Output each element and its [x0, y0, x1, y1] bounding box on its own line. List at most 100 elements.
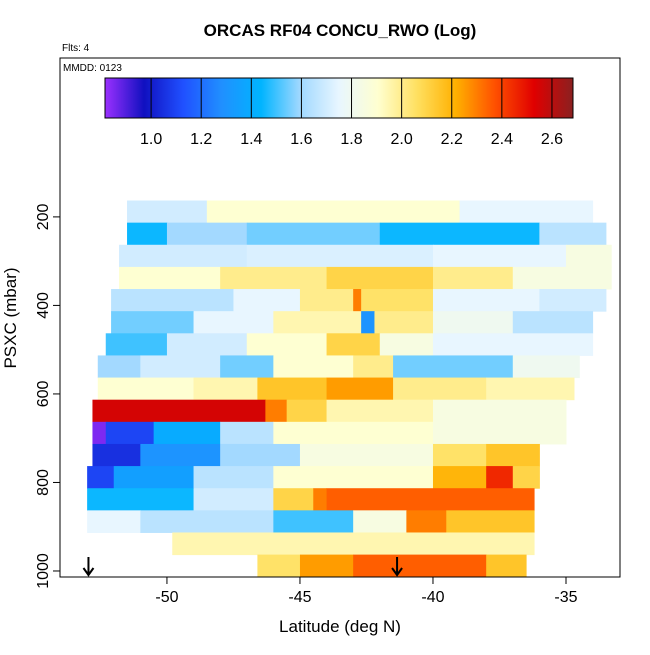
heat-cell: [326, 488, 535, 511]
heat-cell: [406, 510, 447, 533]
plot-frame: [59, 57, 621, 578]
heat-cell: [565, 244, 612, 268]
x-tick-label: -45: [288, 589, 311, 606]
heat-cell: [432, 399, 567, 423]
heat-cell: [220, 443, 301, 467]
heat-cell: [220, 355, 274, 379]
heat-cell: [299, 289, 354, 312]
heat-cell: [273, 488, 314, 511]
heat-cell: [87, 466, 115, 489]
heat-cell: [393, 355, 514, 379]
heat-cell: [432, 244, 567, 268]
y-tick-label: 200: [35, 203, 52, 230]
colorbar-tick-label: 1.2: [190, 131, 212, 148]
heat-cell: [246, 244, 434, 268]
heat-cell: [432, 266, 514, 290]
heat-cell: [220, 266, 328, 290]
heat-cell: [97, 377, 195, 401]
heat-cell: [361, 289, 434, 312]
heat-cell: [113, 466, 195, 489]
colorbar-tick-label: 2.4: [491, 131, 513, 148]
heat-cell: [379, 222, 540, 246]
heat-cell: [374, 311, 434, 334]
heat-cell: [140, 355, 221, 379]
heat-cell: [512, 466, 540, 489]
flight-marker: [391, 557, 403, 577]
heat-cell: [273, 510, 354, 533]
heat-cell: [512, 266, 612, 290]
x-tick-label: -35: [554, 589, 577, 606]
heat-cell: [87, 488, 195, 511]
heat-cell: [220, 421, 274, 445]
heat-cell: [539, 289, 607, 312]
heat-cell: [166, 222, 248, 246]
heat-cell: [166, 333, 248, 356]
colorbar-tick-label: 2.2: [441, 131, 463, 148]
heat-cell: [119, 244, 248, 268]
heat-cell: [273, 311, 362, 334]
heat-cell: [119, 266, 221, 290]
heat-cell: [353, 289, 362, 312]
heat-cell: [539, 222, 607, 246]
heat-cell: [326, 399, 434, 423]
heat-cell: [286, 399, 328, 423]
heat-cell: [313, 488, 328, 511]
heat-cell: [233, 289, 301, 312]
y-tick-label: 800: [35, 469, 52, 496]
heat-cell: [326, 377, 394, 401]
heat-cell: [432, 289, 540, 312]
heat-cell: [512, 355, 580, 379]
y-tick-label: 400: [35, 292, 52, 319]
x-axis-label: Latitude (deg N): [279, 617, 401, 636]
heat-cell: [193, 488, 274, 511]
flight-marker: [82, 557, 95, 577]
annotation: MMDD: 0123: [63, 63, 122, 74]
heat-cell: [193, 466, 274, 489]
heat-cell: [299, 554, 354, 578]
y-tick-label: 600: [35, 380, 52, 407]
heat-cell: [432, 333, 594, 356]
heat-cell: [87, 510, 141, 533]
heat-cell: [299, 443, 434, 467]
heat-cell: [246, 222, 381, 246]
heat-cell: [486, 377, 575, 401]
heat-cell: [486, 466, 514, 489]
heat-cell: [353, 554, 487, 578]
heat-cell: [273, 355, 354, 379]
heat-cell: [193, 377, 258, 401]
x-tick-label: -40: [421, 589, 444, 606]
heat-cell: [193, 311, 274, 334]
heat-cell: [127, 222, 168, 246]
heat-cell: [105, 333, 168, 356]
heat-cell: [273, 421, 434, 445]
heat-cell: [326, 266, 434, 290]
heat-cell: [127, 200, 208, 224]
colorbar-tick-label: 2.0: [391, 131, 413, 148]
heat-cell: [273, 466, 434, 489]
heat-cell: [153, 421, 221, 445]
heat-cell: [257, 377, 328, 401]
heat-cell: [111, 289, 234, 312]
heat-cell: [111, 311, 195, 334]
heat-cell: [432, 421, 567, 445]
heat-cell: [512, 311, 594, 334]
heat-cell: [361, 311, 375, 334]
colorbar-tick-label: 1.4: [240, 131, 262, 148]
heat-cell: [353, 355, 394, 379]
heat-cell: [140, 443, 221, 467]
heat-cell: [92, 399, 266, 423]
heat-cell: [486, 554, 527, 578]
colorbar-tick-label: 2.6: [541, 131, 563, 148]
colorbar-tick-label: 1.6: [290, 131, 312, 148]
heat-cell: [92, 443, 141, 467]
x-tick-label: -50: [155, 589, 178, 606]
colorbar-tick-label: 1.8: [340, 131, 362, 148]
heat-cell: [246, 333, 328, 356]
heat-cell: [432, 466, 487, 489]
heat-cell: [353, 510, 407, 533]
heat-cell: [393, 377, 487, 401]
heat-cell: [140, 510, 274, 533]
heat-cell: [326, 333, 381, 356]
y-axis-label: PSXC (mbar): [1, 267, 20, 368]
